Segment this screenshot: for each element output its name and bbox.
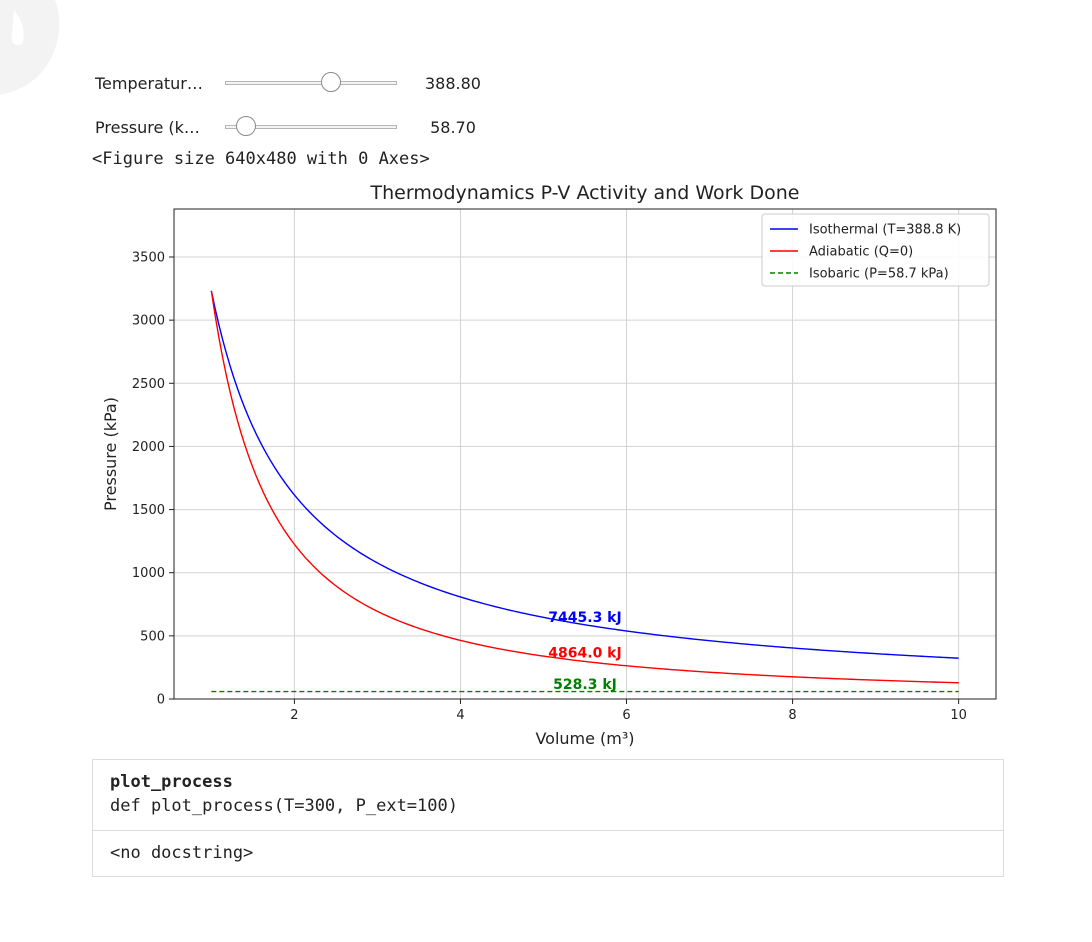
legend-entry: Isothermal (T=388.8 K) [809,223,961,238]
docstring-header: plot_process def plot_process(T=300, P_e… [93,760,1003,831]
temperature-slider-handle[interactable] [320,72,341,92]
docstring-panel: plot_process def plot_process(T=300, P_e… [92,759,1004,877]
x-tick-label: 6 [622,708,630,723]
legend-box [761,213,990,287]
y-axis-label: Pressure (kPa) [101,397,120,511]
y-tick-label: 3500 [132,250,165,265]
work-annotation: 528.3 kJ [553,677,617,693]
x-tick-label: 2 [290,708,298,723]
temperature-slider-track[interactable] [225,81,397,85]
pressure-control: Pressure (k… 58.70 [95,115,489,139]
docstring-body: <no docstring> [110,843,254,863]
y-tick-label: 2500 [132,377,165,392]
temperature-slider[interactable] [225,71,397,95]
y-tick-label: 3000 [132,314,165,329]
x-tick-label: 8 [788,708,796,723]
legend-entry: Adiabatic (Q=0) [809,245,913,260]
temperature-value[interactable]: 388.80 [425,73,481,93]
pressure-value[interactable]: 58.70 [430,117,476,137]
function-signature: def plot_process(T=300, P_ext=100) [110,796,458,816]
y-tick-label: 0 [157,693,165,708]
y-tick-label: 1000 [132,566,165,581]
series-line-isothermal [210,290,959,659]
pressure-label: Pressure (k… [95,117,200,137]
x-axis-label: Volume (m³) [535,729,634,748]
y-tick-label: 2000 [132,440,165,455]
temperature-label: Temperatur… [95,73,203,93]
y-tick-label: 500 [140,629,165,644]
notebook-edge-decoration [0,0,60,95]
function-name: plot_process [110,772,233,792]
y-tick-label: 1500 [132,503,165,518]
pressure-slider-track[interactable] [225,125,397,129]
temperature-control: Temperatur… 388.80 [95,71,489,95]
work-annotation: 4864.0 kJ [548,645,621,661]
plot-frame [173,208,997,700]
pressure-slider-handle[interactable] [235,116,256,136]
figure-size-output: <Figure size 640x480 with 0 Axes> [92,149,430,169]
x-tick-label: 4 [456,708,464,723]
pv-chart: Thermodynamics P-V Activity and Work Don… [101,182,997,748]
work-annotation: 7445.3 kJ [548,610,621,626]
legend-entry: Isobaric (P=58.7 kPa) [809,267,949,282]
pressure-slider[interactable] [225,115,397,139]
series-line-adiabatic [210,290,959,684]
x-tick-label: 10 [950,708,967,723]
chart-title: Thermodynamics P-V Activity and Work Don… [370,182,800,204]
